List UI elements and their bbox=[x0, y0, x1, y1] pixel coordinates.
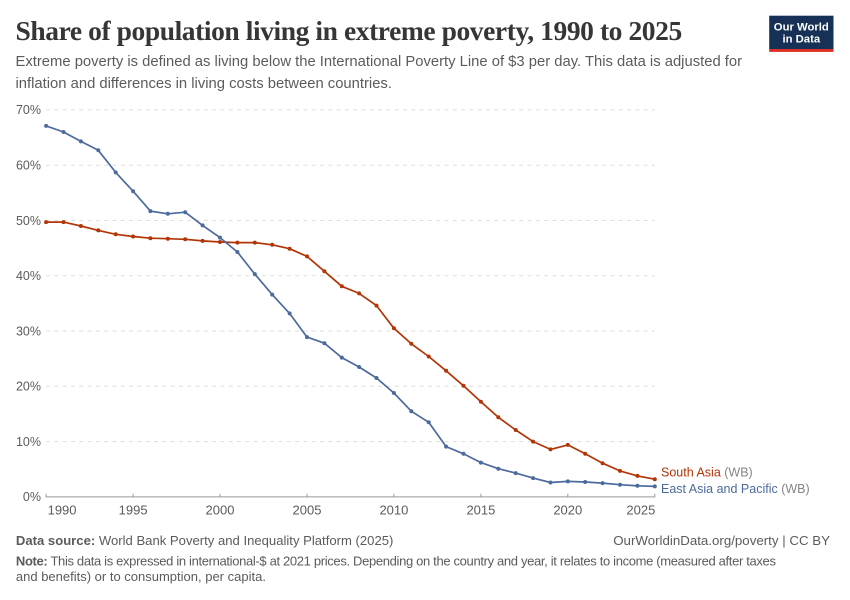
svg-text:2015: 2015 bbox=[466, 503, 495, 518]
svg-text:2000: 2000 bbox=[206, 503, 235, 518]
svg-text:East Asia and Pacific (WB): East Asia and Pacific (WB) bbox=[661, 482, 810, 496]
svg-text:OurWorldinData.org/poverty | C: OurWorldinData.org/poverty | CC BY bbox=[613, 533, 830, 548]
svg-text:Our World: Our World bbox=[774, 21, 829, 33]
svg-text:Note: This data is expressed i: Note: This data is expressed in internat… bbox=[16, 554, 777, 569]
svg-text:40%: 40% bbox=[16, 269, 41, 283]
svg-text:0%: 0% bbox=[23, 490, 41, 504]
svg-text:South Asia (WB): South Asia (WB) bbox=[661, 466, 753, 480]
svg-text:10%: 10% bbox=[16, 435, 41, 449]
svg-text:30%: 30% bbox=[16, 324, 41, 338]
svg-text:1995: 1995 bbox=[119, 503, 148, 518]
svg-text:1990: 1990 bbox=[48, 503, 77, 518]
svg-text:inflation and differences in l: inflation and differences in living cost… bbox=[16, 76, 392, 92]
svg-text:2010: 2010 bbox=[379, 503, 408, 518]
svg-text:in Data: in Data bbox=[782, 34, 820, 46]
svg-text:Extreme poverty is defined as: Extreme poverty is defined as living bel… bbox=[16, 54, 743, 70]
svg-text:2020: 2020 bbox=[553, 503, 582, 518]
svg-text:50%: 50% bbox=[16, 214, 41, 228]
svg-text:and benefits) or to consumptio: and benefits) or to consumption, per cap… bbox=[16, 569, 266, 584]
svg-text:Data source: World Bank Povert: Data source: World Bank Poverty and Ineq… bbox=[16, 533, 393, 548]
svg-text:70%: 70% bbox=[16, 103, 41, 117]
svg-text:60%: 60% bbox=[16, 159, 41, 173]
svg-text:2025: 2025 bbox=[626, 503, 655, 518]
svg-text:Share of population living in: Share of population living in extreme po… bbox=[16, 15, 682, 46]
svg-text:20%: 20% bbox=[16, 380, 41, 394]
svg-text:2005: 2005 bbox=[293, 503, 322, 518]
